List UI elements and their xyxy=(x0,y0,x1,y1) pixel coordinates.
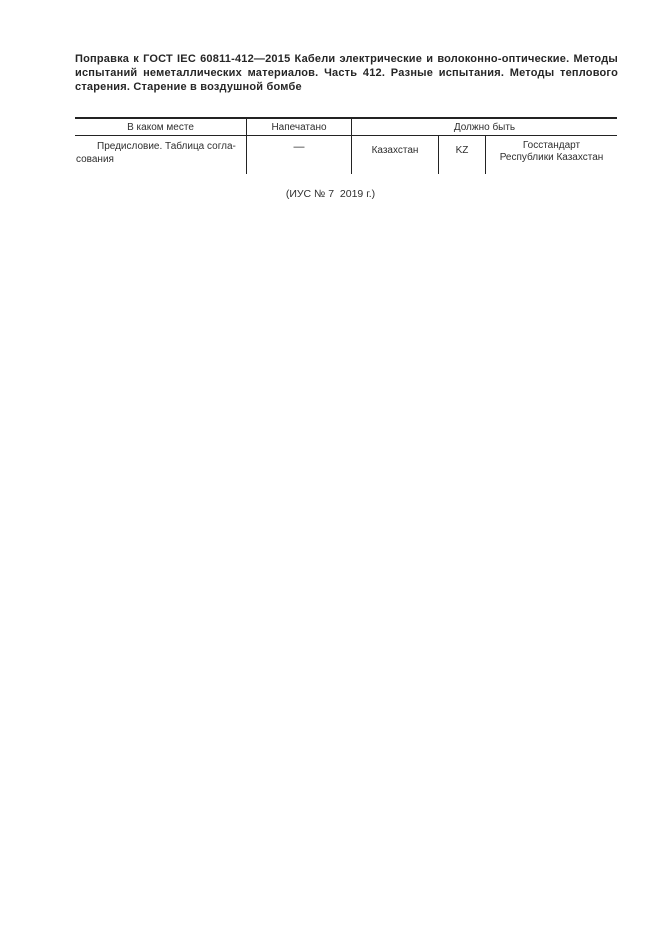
table-header-row: В каком месте Напечатано Должно быть xyxy=(75,117,617,136)
cell-printed: — xyxy=(247,136,352,174)
amendment-title: Поправка к ГОСТ IEC 60811-412—2015 Кабел… xyxy=(75,53,618,93)
column-header-should-be: Должно быть xyxy=(453,121,516,133)
subcell-standards-body-text: Госстандарт Республики Казахстан xyxy=(499,140,604,163)
column-header-printed: Напечатано xyxy=(247,119,352,135)
column-header-location: В каком месте xyxy=(75,119,247,135)
cell-should-be: Казахстан KZ Госстандарт Республики Каза… xyxy=(352,136,617,174)
subcell-country: Казахстан xyxy=(352,136,439,174)
cell-location: Предисловие. Таблица согла­сования xyxy=(75,136,247,174)
table-row: Предисловие. Таблица согла­сования — Каз… xyxy=(75,136,617,174)
cell-location-text: Предисловие. Таблица согла­сования xyxy=(76,141,236,165)
ius-source-note: (ИУС № 7 2019 г.) xyxy=(285,188,376,200)
subcell-country-code: KZ xyxy=(439,136,486,174)
correction-table: В каком месте Напечатано Должно быть Пре… xyxy=(75,117,617,174)
subcell-standards-body: Госстандарт Республики Казахстан xyxy=(486,136,617,174)
